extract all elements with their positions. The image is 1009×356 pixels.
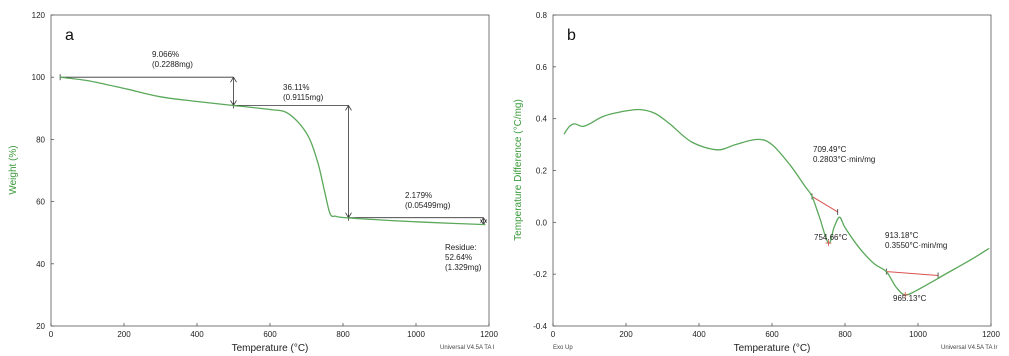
panel-b-annotation-onset2: 913.18°C 0.3550°C·min/mg: [885, 231, 947, 250]
panel-b-annotation-onset1: 709.49°C 0.2803°C·min/mg: [813, 145, 875, 164]
panel-b-annotation-peak1: 754.66°C: [814, 233, 848, 242]
step-arrow-down: [230, 100, 234, 106]
panel-b-y-axis-label: Temperature Difference (°C/mg): [513, 99, 524, 241]
annotation-residue-mass: (1.329mg): [445, 263, 482, 272]
annotation-step1-percent: 9.066%: [152, 50, 179, 59]
panel-a-annotation-residue: Residue: 52.64% (1.329mg): [445, 243, 482, 272]
y-tick-label: 0.8: [536, 11, 548, 20]
step-arrow-up: [348, 105, 352, 111]
annotation-step1-mass: (0.2288mg): [152, 60, 193, 69]
x-tick-label: 200: [619, 330, 633, 339]
annotation-step3-mass: (0.05499mg): [405, 201, 451, 210]
panel-b-x-axis-label: Temperature (°C): [734, 343, 811, 354]
step-arrow-down: [483, 219, 487, 225]
x-tick-label: 400: [692, 330, 706, 339]
x-tick-label: 400: [190, 330, 204, 339]
step-arrow-up: [233, 76, 237, 83]
panel-b-dta-curve: [563, 108, 990, 296]
x-tick-label: 800: [838, 330, 852, 339]
annotation-step3-percent: 2.179%: [405, 191, 432, 200]
annotation-step2-percent: 36.11%: [283, 83, 310, 92]
x-tick-label: 600: [263, 330, 277, 339]
y-tick-label: 120: [32, 11, 46, 20]
annotation-onset2-area: 0.3550°C·min/mg: [885, 241, 947, 250]
annotation-onset2-temp: 913.18°C: [885, 231, 919, 240]
y-tick-label: 40: [36, 260, 45, 269]
x-tick-label: 1200: [480, 330, 498, 339]
y-tick-label: 0.0: [536, 218, 548, 227]
panel-b-ticks: 0 200 400 600 800 1000 1200 -0.4 -0.2 0.0 0.2 0.4 0.…: [533, 11, 1000, 339]
panel-a-annotation-step1: 9.066% (0.2288mg): [152, 50, 193, 69]
panel-b: b Temperature Difference (°C/mg) Tempera…: [513, 11, 1000, 354]
panel-a-label: a: [65, 27, 74, 44]
panel-a-software-note: Universal V4.5A TA I: [440, 345, 495, 351]
y-tick-label: 60: [36, 198, 45, 207]
panel-a-annotation-step3: 2.179% (0.05499mg): [405, 191, 451, 210]
x-tick-label: 1000: [407, 330, 425, 339]
step-arrow-up: [483, 217, 487, 223]
step-arrow-down: [233, 100, 237, 106]
panel-a-plot-area: [50, 14, 490, 327]
panel-a-x-axis-label: Temperature (°C): [232, 343, 309, 354]
y-tick-label: -0.2: [533, 270, 547, 279]
y-tick-label: 20: [36, 322, 45, 331]
y-tick-label: -0.4: [533, 322, 547, 331]
panel-b-plot-area: [552, 14, 992, 327]
peak-baseline: [886, 271, 939, 276]
x-tick-label: 0: [49, 330, 54, 339]
y-tick-label: 0.4: [536, 115, 548, 124]
annotation-step2-mass: (0.9115mg): [283, 93, 324, 102]
x-tick-label: 1200: [982, 330, 1000, 339]
panel-a-weight-curve: [60, 76, 486, 226]
panel-b-label: b: [567, 27, 576, 44]
panel-b-exo-up-note: Exo Up: [553, 345, 573, 351]
y-tick-label: 80: [36, 135, 45, 144]
x-tick-label: 800: [336, 330, 350, 339]
peak-baseline: [811, 195, 838, 213]
annotation-peak1-temp: 754.66°C: [814, 233, 848, 242]
y-tick-label: 0.2: [536, 167, 548, 176]
annotation-onset1-temp: 709.49°C: [813, 145, 847, 154]
y-tick-label: 100: [32, 73, 46, 82]
panel-a-ticks: 0 200 400 600 800 1000 1200 20 40 60 80 100 120: [32, 11, 499, 339]
panel-b-annotation-peak2: 965.13°C: [893, 294, 927, 303]
step-arrow-up: [480, 217, 484, 223]
annotation-peak2-temp: 965.13°C: [893, 294, 927, 303]
x-tick-label: 0: [551, 330, 556, 339]
step-arrow-down: [345, 212, 349, 218]
panel-a-y-axis-label: Weight (%): [8, 145, 19, 194]
x-tick-label: 200: [117, 330, 131, 339]
x-tick-label: 1000: [909, 330, 927, 339]
step-arrow-up: [345, 105, 349, 111]
panel-a-annotation-step2: 36.11% (0.9115mg): [283, 83, 324, 102]
y-tick-label: 0.6: [536, 63, 548, 72]
annotation-residue-title: Residue:: [445, 243, 477, 252]
annotation-residue-percent: 52.64%: [445, 253, 472, 262]
annotation-onset1-area: 0.2803°C·min/mg: [813, 155, 875, 164]
step-arrow-down: [480, 219, 484, 225]
step-arrow-up: [230, 76, 234, 83]
panel-b-software-note: Universal V4.5A TA Ir: [941, 345, 997, 351]
step-arrow-down: [348, 212, 352, 218]
x-tick-label: 600: [765, 330, 779, 339]
panel-a: a Weight (%) Temperature (°C) Universal …: [8, 11, 498, 354]
panel-b-marks: [825, 240, 909, 298]
